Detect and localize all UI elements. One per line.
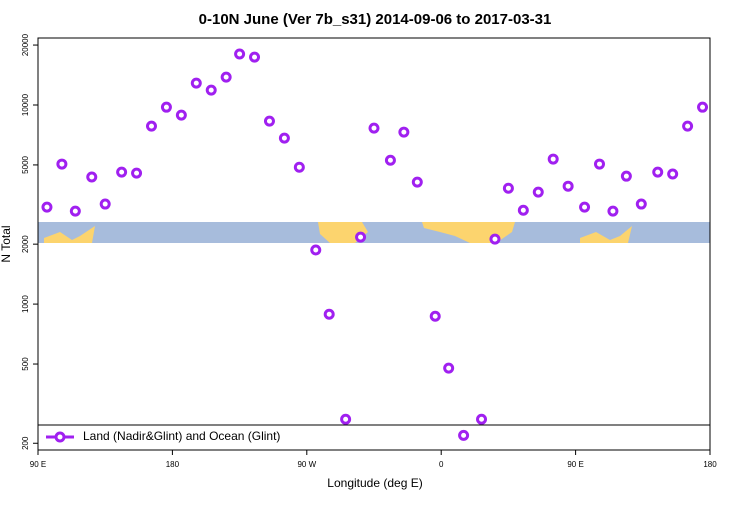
point: [682, 120, 694, 132]
point: [99, 198, 111, 210]
point: [205, 84, 217, 96]
point: [635, 198, 647, 210]
point: [323, 308, 335, 320]
point: [620, 170, 632, 182]
point: [476, 413, 488, 425]
point: [69, 205, 81, 217]
x-tick-label: 180: [166, 460, 180, 469]
y-tick-label: 20000: [21, 33, 30, 56]
point: [384, 154, 396, 166]
point: [443, 362, 455, 374]
point: [429, 310, 441, 322]
point: [607, 205, 619, 217]
point: [547, 153, 559, 165]
chart-title: 0-10N June (Ver 7b_s31) 2014-09-06 to 20…: [199, 11, 552, 28]
point: [86, 171, 98, 183]
point: [249, 51, 261, 63]
point: [532, 186, 544, 198]
y-tick-label: 5000: [21, 155, 30, 173]
point: [368, 122, 380, 134]
x-axis-label: Longitude (deg E): [327, 476, 422, 490]
point: [310, 244, 322, 256]
y-tick-label: 1000: [21, 295, 30, 313]
point: [56, 158, 68, 170]
point: [145, 120, 157, 132]
point: [562, 180, 574, 192]
point: [502, 182, 514, 194]
point: [190, 77, 202, 89]
y-tick-label: 500: [21, 357, 30, 371]
legend-marker: [54, 431, 66, 443]
point: [263, 115, 275, 127]
x-tick-label: 90 E: [30, 460, 46, 469]
plot-frame: [37, 37, 711, 451]
point: [116, 166, 128, 178]
legend-label: Land (Nadir&Glint) and Ocean (Glint): [83, 429, 280, 443]
x-tick-label: 90 W: [297, 460, 316, 469]
point: [175, 109, 187, 121]
point: [489, 233, 501, 245]
point: [160, 101, 172, 113]
point: [458, 429, 470, 441]
point: [41, 201, 53, 213]
point: [517, 204, 529, 216]
point: [220, 71, 232, 83]
y-tick-label: 200: [21, 436, 30, 450]
point: [131, 167, 143, 179]
point: [398, 126, 410, 138]
point: [278, 132, 290, 144]
map-band: [38, 222, 710, 243]
point: [355, 231, 367, 243]
point: [579, 201, 591, 213]
point: [411, 176, 423, 188]
point: [340, 413, 352, 425]
point: [293, 161, 305, 173]
point: [234, 48, 246, 60]
y-tick-label: 2000: [21, 235, 30, 253]
y-axis-label: N Total: [0, 225, 13, 262]
x-tick-label: 0: [439, 460, 444, 469]
y-tick-label: 10000: [21, 93, 30, 116]
x-tick-label: 180: [703, 460, 717, 469]
point: [652, 166, 664, 178]
point: [593, 158, 605, 170]
x-tick-label: 90 E: [567, 460, 583, 469]
point: [697, 101, 709, 113]
point: [667, 168, 679, 180]
